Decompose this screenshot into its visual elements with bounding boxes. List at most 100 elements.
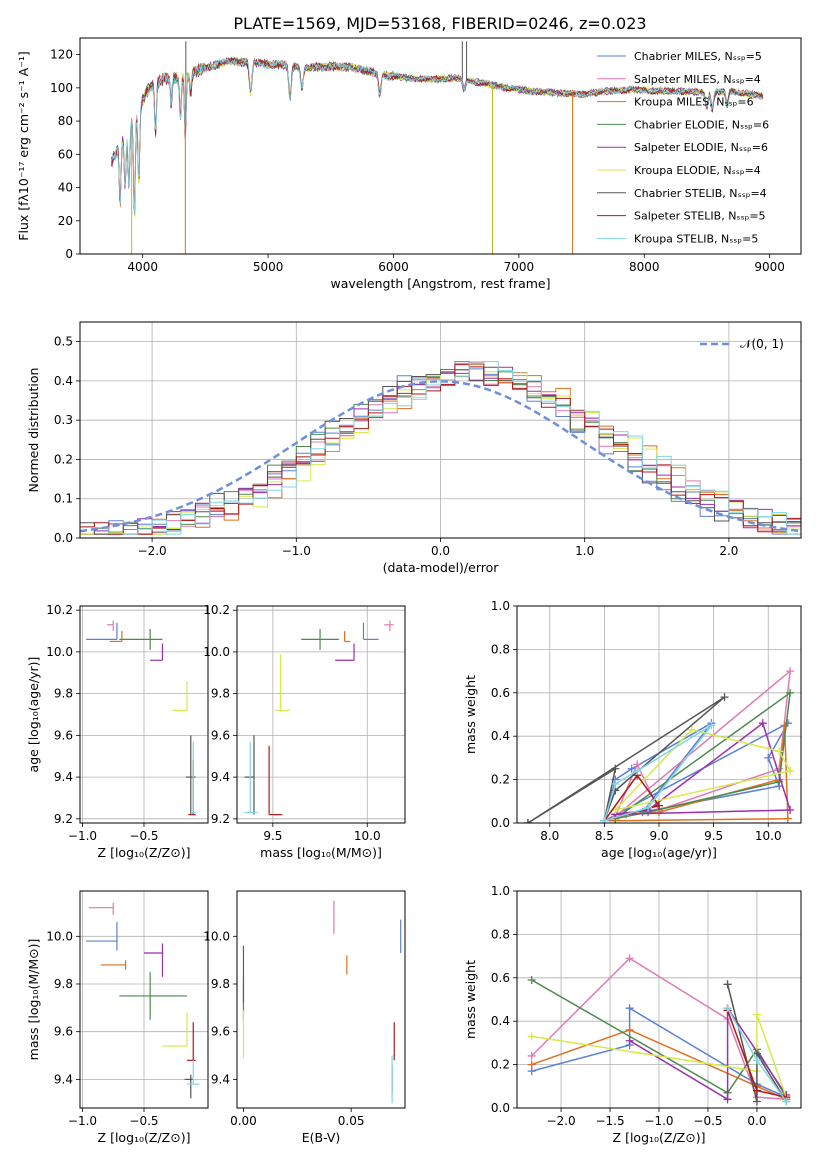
legend-label: Kroupa MILES, Nₛₛₚ=6	[634, 96, 754, 109]
plot-area-massweight_vs_Z	[527, 954, 791, 1106]
weight-marker	[527, 975, 536, 984]
y-tick-label: 120	[50, 48, 73, 62]
legend-label: Kroupa STELIB, Nₛₛₚ=5	[634, 232, 758, 245]
errorbar-salpeter-elodie	[144, 943, 164, 977]
y-tick-label: 10.0	[203, 645, 230, 659]
errorbar-kroupa-stelib	[244, 741, 258, 814]
plot-area-age_vs_Z	[86, 620, 196, 816]
weight-marker	[687, 725, 696, 734]
y-tick-label: 9.8	[54, 687, 73, 701]
x-tick-label: 8000	[629, 260, 660, 274]
weight-marker	[723, 980, 732, 989]
x-tick-label: −2.0	[546, 1114, 575, 1128]
y-tick-label: 9.4	[211, 770, 230, 784]
errorbar-kroupa-miles	[100, 960, 127, 970]
y-tick-label: 0.5	[54, 335, 73, 349]
x-tick-label: 0.00	[230, 1114, 257, 1128]
y-tick-label: 0.1	[54, 492, 73, 506]
weight-line-kroupa-elodie	[531, 1014, 788, 1098]
y-tick-label: 0.4	[54, 374, 73, 388]
errorbar-kroupa-miles	[343, 631, 351, 643]
x-tick-label: −0.5	[693, 1114, 722, 1128]
y-tick-label: 9.6	[211, 728, 230, 742]
y-tick-label: 0.6	[491, 686, 510, 700]
weight-marker	[752, 1056, 761, 1065]
x-tick-label: 8.5	[595, 829, 614, 843]
plot-area-spectrum	[110, 41, 764, 254]
errorbar-kroupa-stelib	[190, 741, 196, 814]
weight-marker	[723, 1095, 732, 1104]
weight-marker	[655, 801, 663, 810]
spectrum-line-kroupa-stelib	[110, 57, 764, 215]
y-tick-label: 9.2	[54, 812, 73, 826]
y-tick-label: 0.8	[491, 642, 510, 656]
x-tick-label: 9000	[754, 260, 785, 274]
errorbar-salpeter-stelib	[268, 745, 283, 816]
y-tick-label: 0.2	[491, 1058, 510, 1072]
x-axis-label: Z [log₁₀(Z/Z⊙)]	[98, 1130, 191, 1145]
y-tick-label: 9.4	[54, 1072, 73, 1086]
chart-mass_vs_ebv: 0.00 0.05 9.4 9.6 9.8 10.0 E(B-V)	[203, 890, 406, 1145]
x-tick-label: 7000	[504, 260, 535, 274]
legend-label: Chabrier MILES, Nₛₛₚ=5	[634, 50, 762, 63]
legend-label: Salpeter STELIB, Nₛₛₚ=5	[634, 210, 766, 223]
x-tick-label: 2.0	[719, 544, 738, 558]
y-tick-label: 10.0	[46, 645, 73, 659]
axes-frame	[79, 321, 802, 539]
y-axis-label: mass weight	[463, 675, 478, 754]
legend-label: 𝒩(0, 1)	[740, 337, 784, 351]
chart-spectrum: 4000 5000 6000 7000 8000 9000 0 20 40 60 80 100 120 w…	[16, 37, 802, 291]
y-tick-label: 9.4	[54, 770, 73, 784]
x-tick-label: 9.5	[263, 829, 282, 843]
weight-marker	[786, 688, 795, 697]
y-tick-label: 0	[65, 247, 73, 261]
x-tick-label: −1.5	[595, 1114, 624, 1128]
chart-mass_vs_Z: −1.0 −0.5 9.4 9.6 9.8 10.0 Z [log₁₀(Z/Z⊙)] mass…	[26, 890, 209, 1145]
legend-label: Kroupa ELODIE, Nₛₛₚ=4	[634, 164, 761, 177]
y-tick-label: 9.8	[54, 977, 73, 991]
plot-area-mass_vs_ebv	[242, 900, 402, 1104]
weight-marker	[625, 1025, 634, 1034]
y-tick-label: 0.0	[54, 531, 73, 545]
chart-age_vs_Z: −1.0 −0.5 9.2 9.4 9.6 9.8 10.0 10.2 Z [log₁₀(Z/Z…	[26, 603, 209, 860]
x-tick-label: 0.05	[338, 1114, 365, 1128]
y-axis-label: mass [log₁₀(M/M⊙)]	[26, 939, 41, 1061]
y-tick-label: 1.0	[491, 599, 510, 613]
weight-marker	[786, 667, 795, 676]
y-tick-label: 9.8	[211, 687, 230, 701]
errorbar-salpeter-stelib	[187, 1022, 196, 1061]
y-tick-label: 80	[58, 114, 73, 128]
weight-marker	[527, 1051, 536, 1060]
y-tick-label: 0.2	[54, 452, 73, 466]
weight-line-kroupa-elodie	[614, 728, 792, 811]
axes-frame	[236, 890, 406, 1109]
legend-label: Chabrier STELIB, Nₛₛₚ=4	[634, 187, 767, 200]
x-tick-label: −2.0	[138, 544, 167, 558]
y-tick-label: 0.0	[491, 816, 510, 830]
y-tick-label: 9.2	[211, 812, 230, 826]
weight-marker	[786, 766, 795, 775]
errorbar-chabrier-miles	[86, 622, 118, 640]
weight-marker	[752, 1086, 761, 1095]
x-tick-label: 1.0	[575, 544, 594, 558]
weight-marker	[611, 764, 620, 773]
weight-marker	[644, 803, 653, 812]
y-tick-label: 0.0	[491, 1101, 510, 1115]
y-tick-label: 1.0	[491, 884, 510, 898]
y-tick-label: 9.6	[54, 1025, 73, 1039]
x-tick-label: −1.0	[68, 829, 97, 843]
y-tick-label: 60	[58, 147, 73, 161]
y-tick-label: 9.6	[211, 1025, 230, 1039]
chart-massweight_vs_age: 8.0 8.5 9.0 9.5 10.0 0.0 0.2 0.4 0.6 0.8 1.0 age [l…	[463, 599, 802, 860]
axes-frame	[79, 605, 209, 824]
errorbar-kroupa-stelib	[187, 1060, 200, 1085]
y-tick-label: 10.2	[46, 603, 73, 617]
x-axis-label: mass [log₁₀(M/M⊙)]	[260, 845, 382, 860]
axes-frame	[79, 37, 802, 255]
weight-marker	[600, 816, 609, 823]
x-axis-label: E(B-V)	[302, 1130, 341, 1145]
weight-marker	[775, 747, 784, 756]
y-tick-label: 10.2	[203, 603, 230, 617]
axes-frame	[516, 890, 802, 1109]
